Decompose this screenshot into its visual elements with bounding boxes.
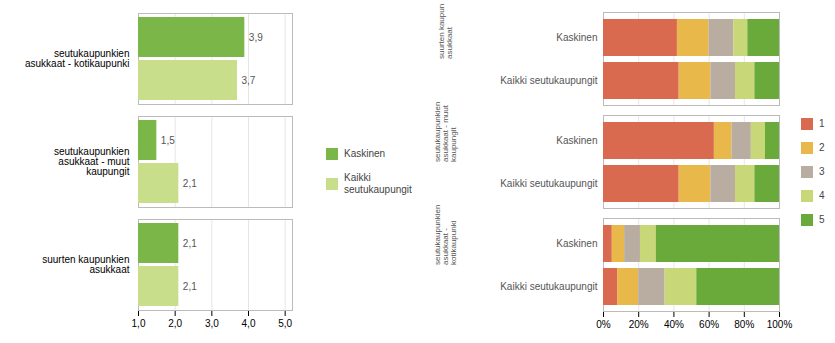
svg-text:80%: 80% — [734, 319, 754, 330]
svg-text:4,0: 4,0 — [242, 318, 256, 329]
html-text:5: 5 — [819, 213, 825, 225]
svg-text:seutukaupunkienasukkaat - koti: seutukaupunkienasukkaat - kotikaupunki — [25, 48, 130, 69]
html-text:3: 3 — [819, 165, 825, 177]
svg-text:3,7: 3,7 — [242, 75, 256, 86]
html-text:Kaskinen: Kaskinen — [344, 147, 386, 159]
svg-text:100%: 100% — [767, 319, 793, 330]
svg-text:Kaskinen: Kaskinen — [556, 238, 597, 249]
svg-text:3,9: 3,9 — [249, 32, 263, 43]
svg-text:Kaikki seutukaupungit: Kaikki seutukaupungit — [500, 281, 598, 292]
svg-text:suurten kaupunkienasukkaat: suurten kaupunkienasukkaat — [437, 4, 454, 59]
svg-text:3,0: 3,0 — [205, 318, 219, 329]
svg-text:0%: 0% — [596, 319, 611, 330]
svg-text:1,0: 1,0 — [132, 318, 146, 329]
svg-text:seutukaupunkienasukkaat -kotik: seutukaupunkienasukkaat -kotikaupunki — [433, 205, 458, 266]
svg-text:Kaskinen: Kaskinen — [556, 135, 597, 146]
svg-text:seutukaupunkienasukkaat - muut: seutukaupunkienasukkaat - muutkaupungit — [433, 102, 458, 163]
svg-text:Kaskinen: Kaskinen — [556, 32, 597, 43]
svg-text:seutukaupunkienasukkaat - muut: seutukaupunkienasukkaat - muutkaupungit — [54, 146, 130, 177]
svg-text:Kaikki seutukaupungit: Kaikki seutukaupungit — [500, 75, 598, 86]
html-text:Kaikki seutukaupungit: Kaikki seutukaupungit — [344, 171, 412, 195]
svg-text:2,1: 2,1 — [183, 178, 197, 189]
svg-text:2,1: 2,1 — [183, 238, 197, 249]
svg-text:Kaikki seutukaupungit: Kaikki seutukaupungit — [500, 178, 598, 189]
svg-text:5,0: 5,0 — [278, 318, 292, 329]
svg-text:40%: 40% — [664, 319, 684, 330]
svg-text:suurten kaupunkienasukkaat: suurten kaupunkienasukkaat — [42, 254, 130, 275]
svg-text:1,5: 1,5 — [161, 135, 175, 146]
svg-text:2,1: 2,1 — [183, 281, 197, 292]
html-text:1: 1 — [819, 117, 825, 129]
svg-text:20%: 20% — [629, 319, 649, 330]
svg-text:60%: 60% — [699, 319, 719, 330]
html-text:4: 4 — [819, 189, 825, 201]
svg-text:2,0: 2,0 — [168, 318, 182, 329]
html-text:2: 2 — [819, 141, 825, 153]
